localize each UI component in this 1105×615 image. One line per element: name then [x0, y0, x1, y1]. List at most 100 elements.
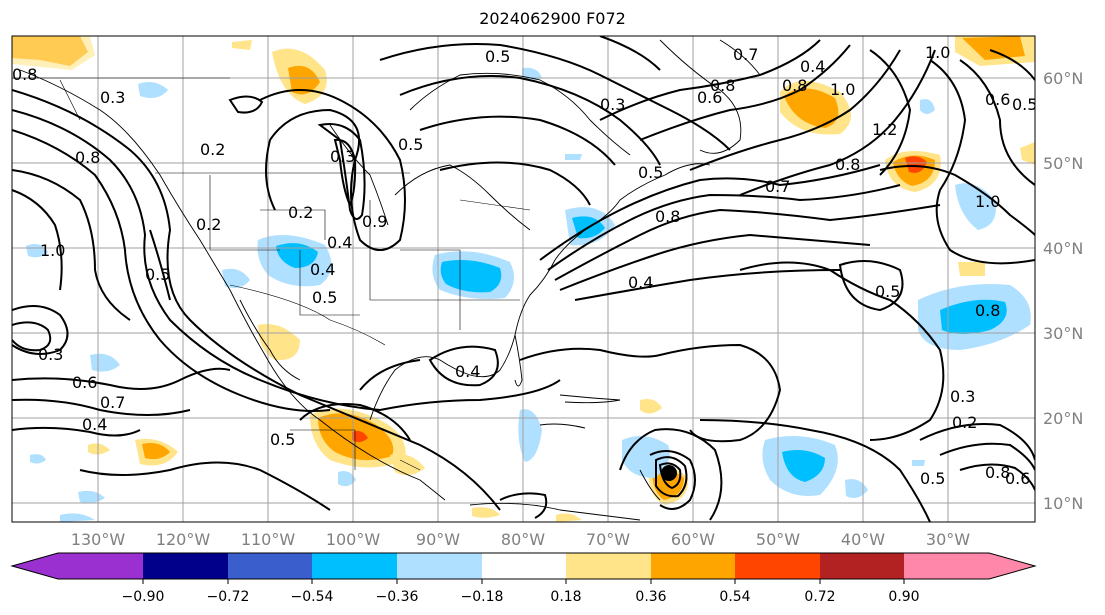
colorbar-segment	[228, 553, 312, 579]
contour-label: 0.7	[765, 177, 790, 196]
contour-label: 0.5	[398, 135, 423, 154]
shade-positive	[1020, 142, 1035, 165]
storm-center	[661, 465, 677, 481]
shade-negative	[338, 471, 356, 487]
contour-label: 0.8	[710, 76, 735, 95]
contour-label: 0.9	[362, 212, 387, 231]
lon-label: 130°W	[71, 530, 126, 549]
shade-positive	[352, 430, 368, 443]
contour-label: 0.3	[600, 95, 625, 114]
shade-positive	[962, 36, 1025, 60]
contour-label: 0.8	[75, 148, 100, 167]
contour-label: 0.4	[455, 362, 480, 381]
shade-positive	[288, 65, 320, 95]
contour-label: 0.6	[985, 90, 1010, 109]
lat-label: 20°N	[1043, 409, 1083, 428]
shade-negative	[845, 479, 868, 498]
lon-label: 40°W	[841, 530, 885, 549]
colorbar-segment	[482, 553, 566, 579]
lon-label: 120°W	[156, 530, 211, 549]
contour-label: 0.8	[985, 463, 1010, 482]
contour-label: 0.5	[145, 265, 170, 284]
colorbar-tick-label: 0.90	[888, 589, 919, 605]
longitude-labels: 130°W 120°W 110°W 100°W 90°W 80°W 70°W 6…	[71, 530, 970, 549]
shade-positive	[142, 443, 170, 460]
contour-label: 0.5	[638, 163, 663, 182]
contour-label: 0.3	[330, 147, 355, 166]
shade-positive	[232, 40, 252, 50]
shade-negative	[440, 260, 502, 293]
shade-positive	[390, 453, 425, 476]
lon-label: 30°W	[926, 530, 970, 549]
colorbar-tick-label: −0.36	[376, 589, 419, 605]
shade-positive-edge	[12, 36, 95, 70]
shade-negative	[30, 454, 46, 464]
contour-label: 0.3	[100, 88, 125, 107]
colorbar-tick-label: 0.36	[635, 589, 666, 605]
contour-label: 0.8	[655, 207, 680, 226]
shade-positive	[905, 156, 927, 173]
contour-label: 1.0	[40, 241, 65, 260]
contour-label: 0.4	[82, 415, 107, 434]
shade-negative	[138, 82, 168, 98]
contour-label: 0.2	[200, 140, 225, 159]
contour-label: 0.7	[733, 45, 758, 64]
colorbar-tick-label: −0.90	[122, 589, 165, 605]
colorbar-segment	[651, 553, 735, 579]
lon-label: 60°W	[671, 530, 715, 549]
lon-label: 100°W	[326, 530, 381, 549]
shade-negative	[940, 299, 1007, 334]
contour-label: 0.8	[975, 301, 1000, 320]
contour-label: 0.5	[312, 288, 337, 307]
contour-label: 0.4	[800, 57, 825, 76]
contour-label: 0.6	[72, 373, 97, 392]
contour-lines	[12, 36, 1035, 522]
shaded-anomaly-regions	[12, 36, 1035, 522]
contour-label: 0.6	[697, 88, 722, 107]
lat-label: 40°N	[1043, 239, 1083, 258]
shade-positive	[958, 262, 985, 276]
contour-label: 0.5	[875, 282, 900, 301]
shade-negative	[518, 409, 542, 462]
contour-label: 1.0	[925, 43, 950, 62]
lon-label: 110°W	[241, 530, 296, 549]
map-frame	[11, 35, 1036, 523]
shade-negative	[622, 436, 670, 478]
colorbar-segment	[397, 553, 482, 579]
contour-label: 0.2	[288, 203, 313, 222]
contour-label: 0.7	[100, 393, 125, 412]
contour-label: 0.5	[920, 469, 945, 488]
lat-label: 10°N	[1043, 494, 1083, 513]
colorbar-segment	[566, 553, 651, 579]
colorbar-segment	[735, 553, 820, 579]
shade-positive	[472, 507, 500, 518]
contour-label: 0.6	[1005, 469, 1030, 488]
shade-negative	[222, 268, 250, 288]
colorbar-segment	[989, 553, 1035, 579]
lon-label: 80°W	[501, 530, 545, 549]
shade-negative	[782, 450, 825, 482]
colorbar-tick-label: −0.54	[291, 589, 334, 605]
lat-label: 30°N	[1043, 324, 1083, 343]
colorbar-segment	[58, 553, 143, 579]
lon-label: 90°W	[416, 530, 460, 549]
colorbar-segment	[904, 553, 989, 579]
lon-label: 50°W	[756, 530, 800, 549]
contour-label: 0.4	[327, 233, 352, 252]
colorbar-tick-label: 0.72	[804, 589, 835, 605]
shade-positive	[556, 513, 582, 522]
contour-label: 1.0	[830, 80, 855, 99]
contour-label: 0.4	[310, 260, 335, 279]
lon-label: 70°W	[586, 530, 630, 549]
colorbar: −0.90 −0.72 −0.54 −0.36 −0.18 0.18 0.36 …	[10, 552, 1037, 605]
political-borders	[12, 77, 531, 471]
contour-label: 0.2	[196, 215, 221, 234]
shade-positive	[640, 399, 662, 414]
colorbar-tick-label: 0.54	[719, 589, 750, 605]
shade-negative	[565, 154, 582, 160]
colorbar-segment	[143, 553, 228, 579]
contour-label: 0.5	[485, 47, 510, 66]
plot-title: 2024062900 F072	[479, 9, 626, 28]
shade-negative	[26, 244, 48, 258]
